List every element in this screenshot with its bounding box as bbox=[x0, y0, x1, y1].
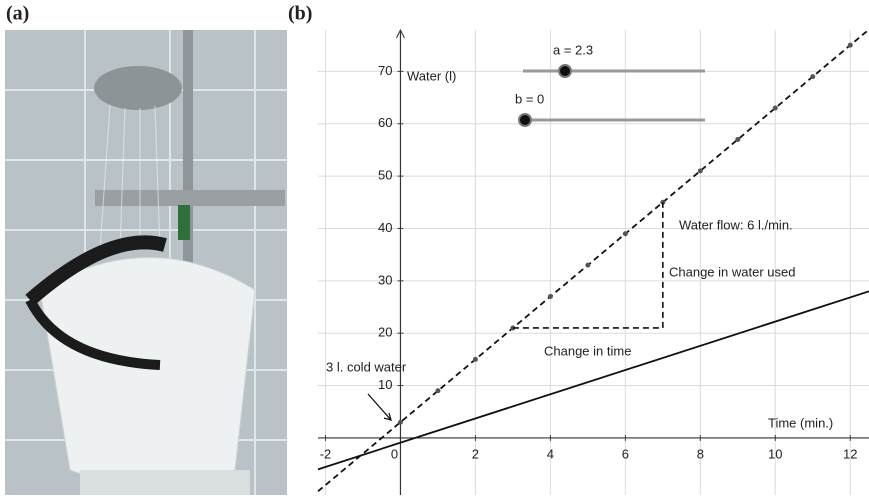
y-tick-label: 10 bbox=[378, 377, 392, 392]
x-tick-label: 4 bbox=[547, 446, 554, 461]
x-tick-label: -2 bbox=[320, 446, 332, 461]
annotation: 3 l. cold water bbox=[326, 359, 407, 374]
x-tick-label: 8 bbox=[697, 446, 704, 461]
data-point bbox=[772, 105, 778, 111]
slider-label: b = 0 bbox=[515, 91, 544, 106]
data-point bbox=[622, 231, 628, 237]
annotation: Water flow: 6 l./min. bbox=[679, 217, 793, 232]
panel-label: (b) bbox=[288, 3, 312, 25]
data-point bbox=[472, 356, 478, 362]
y-tick-label: 20 bbox=[378, 325, 392, 340]
data-point bbox=[735, 136, 741, 142]
plot: -2 0 2 4 6 8 10 12 10 20 30 40 50 60 70 Water (l) Time (… bbox=[317, 28, 869, 495]
annotation: Change in water used bbox=[669, 264, 795, 279]
x-tick-label: 6 bbox=[622, 446, 629, 461]
y-tick-label: 40 bbox=[378, 220, 392, 235]
x-tick-label: 0 bbox=[391, 446, 398, 461]
x-axis-label: Time (min.) bbox=[768, 415, 833, 430]
slider-knob[interactable] bbox=[558, 64, 572, 78]
photo bbox=[5, 30, 287, 495]
annotation-arrow bbox=[367, 393, 392, 421]
y-tick-label: 70 bbox=[378, 63, 392, 78]
y-tick-label: 60 bbox=[378, 115, 392, 130]
x-tick-label: 10 bbox=[768, 446, 782, 461]
data-point bbox=[697, 168, 703, 174]
axis-arrow bbox=[396, 28, 405, 39]
data-point bbox=[397, 419, 403, 425]
data-point bbox=[810, 74, 816, 80]
data-point bbox=[847, 42, 853, 48]
data-line bbox=[317, 290, 869, 471]
slider-label: a = 2.3 bbox=[553, 42, 593, 57]
x-tick-label: 2 bbox=[472, 446, 479, 461]
data-point bbox=[585, 262, 591, 268]
slope-triangle bbox=[512, 202, 664, 329]
x-tick-label: 12 bbox=[843, 446, 857, 461]
y-tick-label: 30 bbox=[378, 272, 392, 287]
panel-label: (a) bbox=[6, 3, 29, 25]
slider-knob[interactable] bbox=[518, 113, 532, 127]
data-point bbox=[547, 294, 553, 300]
y-axis-label: Water (l) bbox=[407, 68, 456, 83]
y-tick-label: 50 bbox=[378, 168, 392, 183]
data-point bbox=[435, 388, 441, 394]
annotation: Change in time bbox=[544, 343, 631, 358]
